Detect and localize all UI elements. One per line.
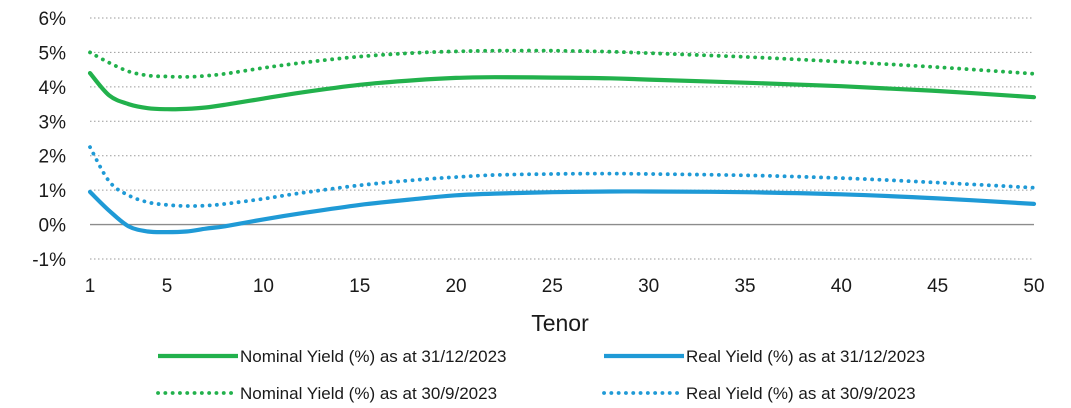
series-lines — [87, 48, 1037, 235]
x-tick-label: 25 — [542, 276, 563, 297]
y-tick-label: 1% — [39, 181, 67, 202]
y-tick-label: 0% — [39, 216, 67, 237]
x-tick-label: 15 — [349, 276, 370, 297]
x-tick-label: 30 — [638, 276, 659, 297]
legend-label: Nominal Yield (%) as at 30/9/2023 — [240, 384, 497, 403]
x-axis-tick-labels: 1 5 10 15 20 25 30 35 40 45 50 — [85, 276, 1045, 297]
gridlines — [90, 17, 1034, 260]
y-axis-tick-labels: -1% 0% 1% 2% 3% 4% 5% 6% — [32, 9, 66, 271]
legend-label: Real Yield (%) as at 31/12/2023 — [686, 347, 925, 366]
x-tick-label: 1 — [85, 276, 96, 297]
legend-label: Real Yield (%) as at 30/9/2023 — [686, 384, 916, 403]
x-tick-label: 45 — [927, 276, 948, 297]
x-tick-label: 50 — [1023, 276, 1044, 297]
series-line-4 — [88, 145, 1036, 208]
x-tick-label: 10 — [253, 276, 274, 297]
series-line-3 — [88, 48, 1036, 79]
legend: Nominal Yield (%) as at 31/12/2023 Real Y… — [156, 347, 925, 403]
x-axis-title: Tenor — [531, 310, 589, 336]
legend-label: Nominal Yield (%) as at 31/12/2023 — [240, 347, 507, 366]
y-tick-label: 3% — [39, 112, 67, 133]
y-tick-label: 2% — [39, 147, 67, 168]
y-tick-label: 5% — [39, 43, 67, 64]
x-tick-label: 40 — [831, 276, 852, 297]
x-tick-label: 5 — [162, 276, 173, 297]
y-tick-label: -1% — [32, 250, 66, 271]
x-tick-label: 20 — [445, 276, 466, 297]
series-line-2 — [87, 189, 1037, 235]
x-tick-label: 35 — [734, 276, 755, 297]
series-line-1 — [87, 71, 1037, 112]
y-tick-label: 4% — [39, 78, 67, 99]
y-tick-label: 6% — [39, 9, 67, 30]
